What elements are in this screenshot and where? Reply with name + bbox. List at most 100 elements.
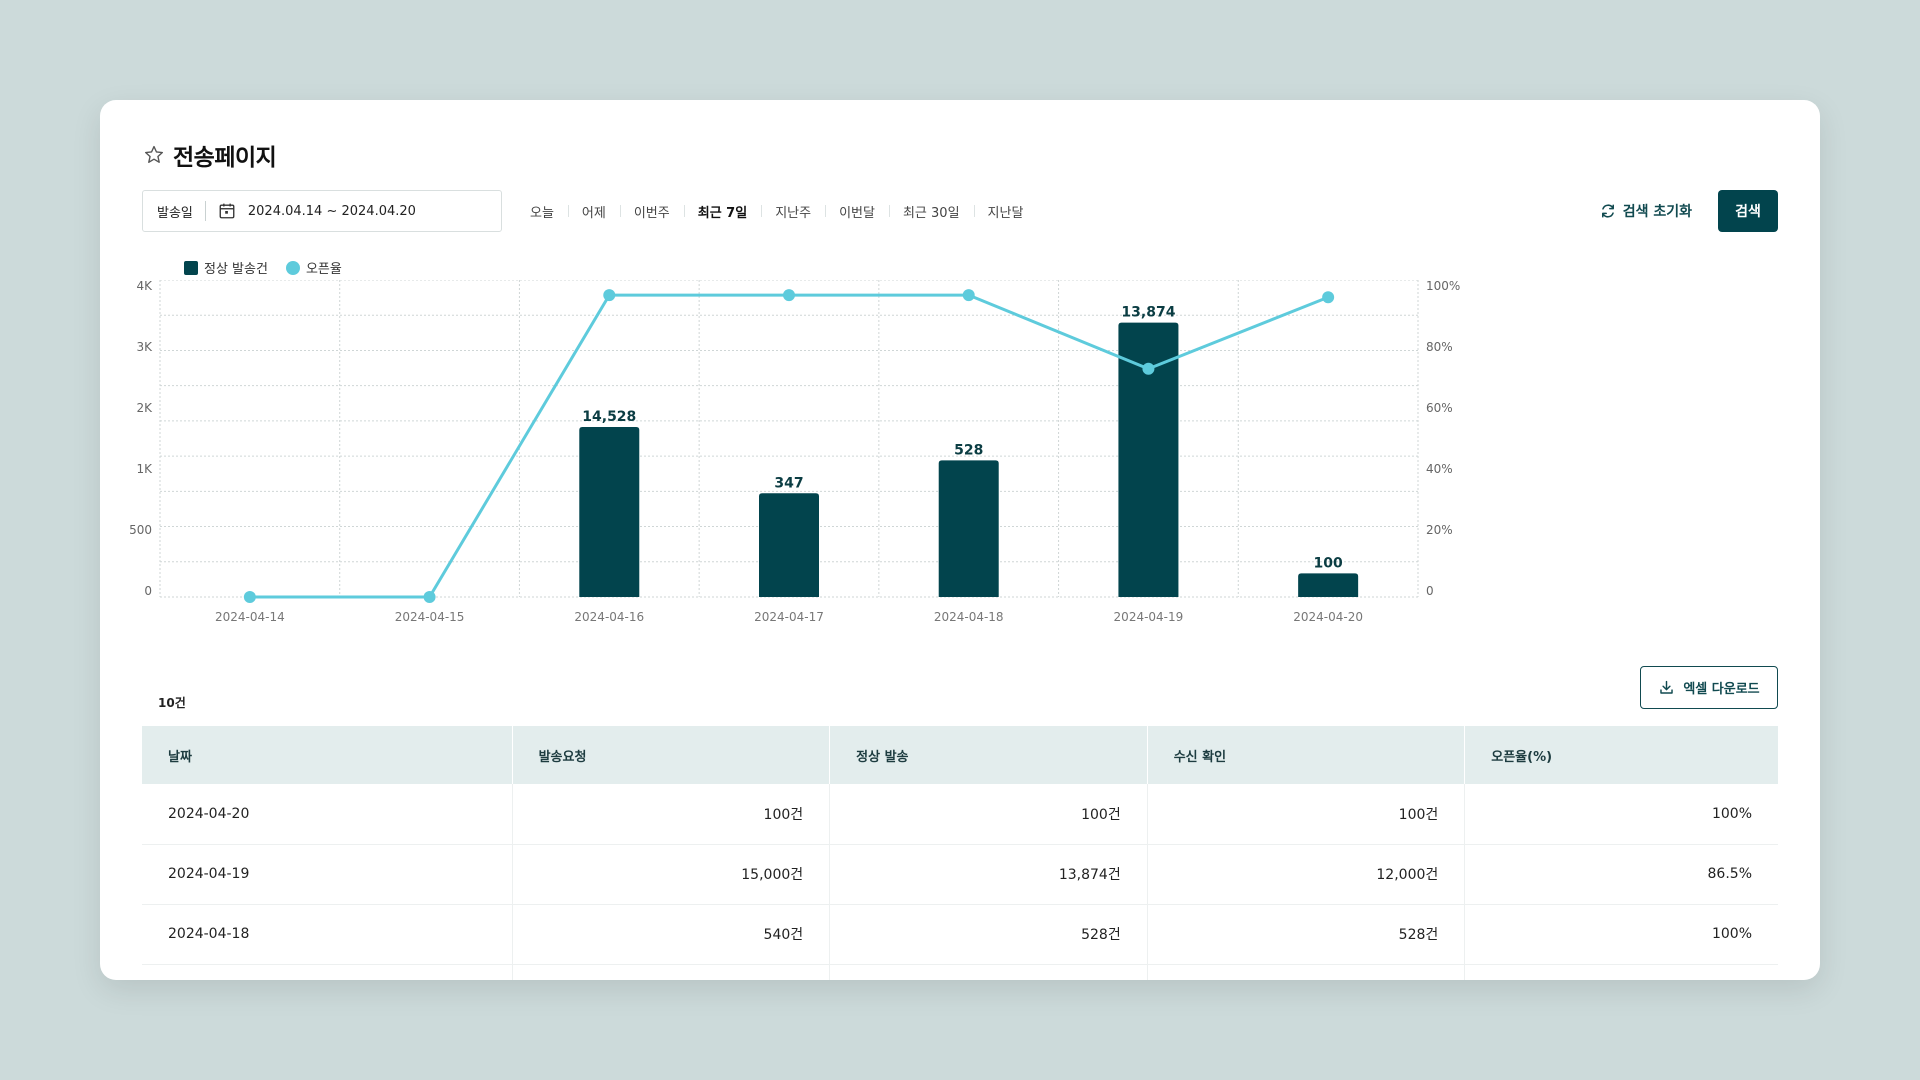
legend-label-bar: 정상 발송건 [204, 262, 268, 277]
quick-range-0[interactable]: 오늘 [530, 205, 554, 221]
table-cell: 100건 [1147, 784, 1466, 845]
x-tick-label: 2024-04-20 [1293, 610, 1363, 624]
open-rate-point [603, 289, 616, 302]
date-label: 발송일 [157, 205, 193, 221]
title-row: 전송페이지 [143, 138, 277, 172]
open-rate-point [1322, 291, 1335, 304]
column-header-open-rate[interactable]: 오픈율(%) [1464, 726, 1778, 784]
divider [204, 201, 206, 221]
reset-search-button[interactable]: 검색 초기화 [1599, 201, 1692, 221]
bar [1118, 322, 1179, 597]
legend-item-bar[interactable]: 정상 발송건 [184, 258, 268, 277]
stats-table: 날짜 발송요청 정상 발송 수신 확인 오픈율(%) 2024-04-20 100… [142, 726, 1778, 980]
bar [1298, 573, 1359, 597]
bar [579, 426, 640, 597]
y-right-tick-label: 100% [1426, 280, 1460, 293]
table-cell: 2024-04-19 [142, 844, 513, 905]
quick-range-1[interactable]: 어제 [567, 202, 620, 221]
date-range-picker[interactable]: 발송일 2024.04.14 ~ 2024.04.20 [142, 190, 502, 232]
table-cell: 528건 [1147, 904, 1466, 965]
table-cell: 100건 [512, 784, 831, 845]
table-cell [829, 964, 1148, 980]
open-rate-point [783, 289, 795, 302]
quick-range-2[interactable]: 이번주 [619, 202, 684, 221]
quick-range-4[interactable]: 지난주 [761, 202, 825, 221]
download-icon [1658, 679, 1675, 696]
bar [938, 460, 999, 597]
legend-swatch-line [285, 260, 300, 275]
calendar-icon [218, 202, 236, 220]
table-cell [1464, 964, 1778, 980]
date-range-value: 2024.04.14 ~ 2024.04.20 [247, 203, 416, 219]
result-count: 10건 [158, 696, 186, 710]
open-rate-point [962, 289, 975, 302]
excel-download-label: 엑셀 다운로드 [1683, 682, 1760, 697]
bar-data-label: 528 [954, 442, 983, 458]
y-left-tick-label: 500 [129, 523, 152, 537]
star-icon[interactable] [143, 144, 165, 166]
table-row[interactable] [142, 964, 1778, 980]
column-header-requested[interactable]: 발송요청 [512, 726, 831, 784]
table-row[interactable]: 2024-04-18 540건 528건 528건 100% [142, 904, 1778, 965]
combo-chart: 0 500 1K 2K 3K 4K 0 20% 40% 60% 80% 100% 2024-04-14 2… [129, 280, 1460, 624]
column-header-date[interactable]: 날짜 [142, 726, 513, 784]
open-rate-point [423, 591, 436, 603]
y-left-tick-label: 2K [136, 401, 153, 415]
table-cell: 13,874건 [829, 844, 1148, 905]
table-cell: 2024-04-18 [142, 904, 513, 965]
table-cell: 86.5% [1464, 844, 1778, 905]
search-button[interactable]: 검색 [1718, 190, 1778, 232]
legend-label-line: 오픈율 [305, 262, 342, 277]
filter-actions: 검색 초기화 검색 [1599, 190, 1778, 232]
y-left-tick-label: 4K [136, 280, 153, 293]
column-header-received[interactable]: 수신 확인 [1147, 726, 1466, 784]
excel-download-button[interactable]: 엑셀 다운로드 [1640, 666, 1778, 709]
quick-range-7[interactable]: 지난달 [973, 202, 1038, 221]
bar-data-label: 13,874 [1121, 305, 1175, 321]
table-cell [142, 964, 513, 980]
y-right-tick-label: 40% [1426, 462, 1453, 476]
x-tick-label: 2024-04-19 [1114, 610, 1184, 624]
table-header-row: 날짜 발송요청 정상 발송 수신 확인 오픈율(%) [142, 726, 1778, 784]
y-right-tick-label: 60% [1426, 401, 1453, 415]
y-right-tick-label: 20% [1426, 523, 1453, 537]
x-tick-label: 2024-04-15 [395, 610, 465, 624]
table-cell: 15,000건 [512, 844, 831, 905]
table-cell: 100% [1464, 904, 1778, 965]
table-cell [1147, 964, 1466, 980]
bar-data-label: 14,528 [582, 409, 636, 425]
bar-data-label: 347 [774, 475, 803, 491]
y-left-tick-label: 0 [144, 584, 152, 598]
x-tick-label: 2024-04-16 [574, 610, 644, 624]
table-row[interactable]: 2024-04-20 100건 100건 100건 100% [142, 784, 1778, 845]
quick-range-6[interactable]: 최근 30일 [888, 202, 974, 221]
main-card: 전송페이지 발송일 2024.04.14 ~ 2024.04.20 오늘 어제 이번… [100, 100, 1820, 980]
table-cell: 2024-04-20 [142, 784, 513, 845]
chart-legend: 정상 발송건 오픈율 [184, 258, 342, 277]
table-row[interactable]: 2024-04-19 15,000건 13,874건 12,000건 86.5% [142, 844, 1778, 905]
refresh-icon [1599, 202, 1617, 220]
table-cell: 100% [1464, 784, 1778, 845]
reset-search-label: 검색 초기화 [1622, 204, 1692, 220]
open-rate-point [1142, 362, 1155, 375]
table-cell [512, 964, 831, 980]
quick-range-5[interactable]: 이번달 [825, 202, 889, 221]
column-header-sent[interactable]: 정상 발송 [829, 726, 1148, 784]
quick-range-3[interactable]: 최근 7일 [683, 202, 761, 221]
open-rate-point [243, 591, 256, 603]
quick-range-group: 오늘 어제 이번주 최근 7일 지난주 이번달 최근 30일 지난달 [516, 202, 1037, 221]
legend-item-line[interactable]: 오픈율 [285, 258, 342, 277]
legend-swatch-bar [184, 260, 198, 275]
table-cell: 540건 [512, 904, 831, 965]
filter-row: 발송일 2024.04.14 ~ 2024.04.20 오늘 어제 이번주 최근 7일… [142, 190, 1778, 232]
x-tick-label: 2024-04-14 [215, 610, 285, 624]
x-tick-label: 2024-04-18 [934, 610, 1004, 624]
table-cell: 100건 [829, 784, 1148, 845]
table-cell: 528건 [829, 904, 1148, 965]
y-right-tick-label: 0 [1426, 584, 1434, 598]
page-title: 전송페이지 [173, 145, 277, 171]
y-left-tick-label: 1K [136, 462, 153, 476]
y-right-tick-label: 80% [1426, 340, 1453, 354]
x-tick-label: 2024-04-17 [754, 610, 824, 624]
bar [759, 493, 819, 597]
